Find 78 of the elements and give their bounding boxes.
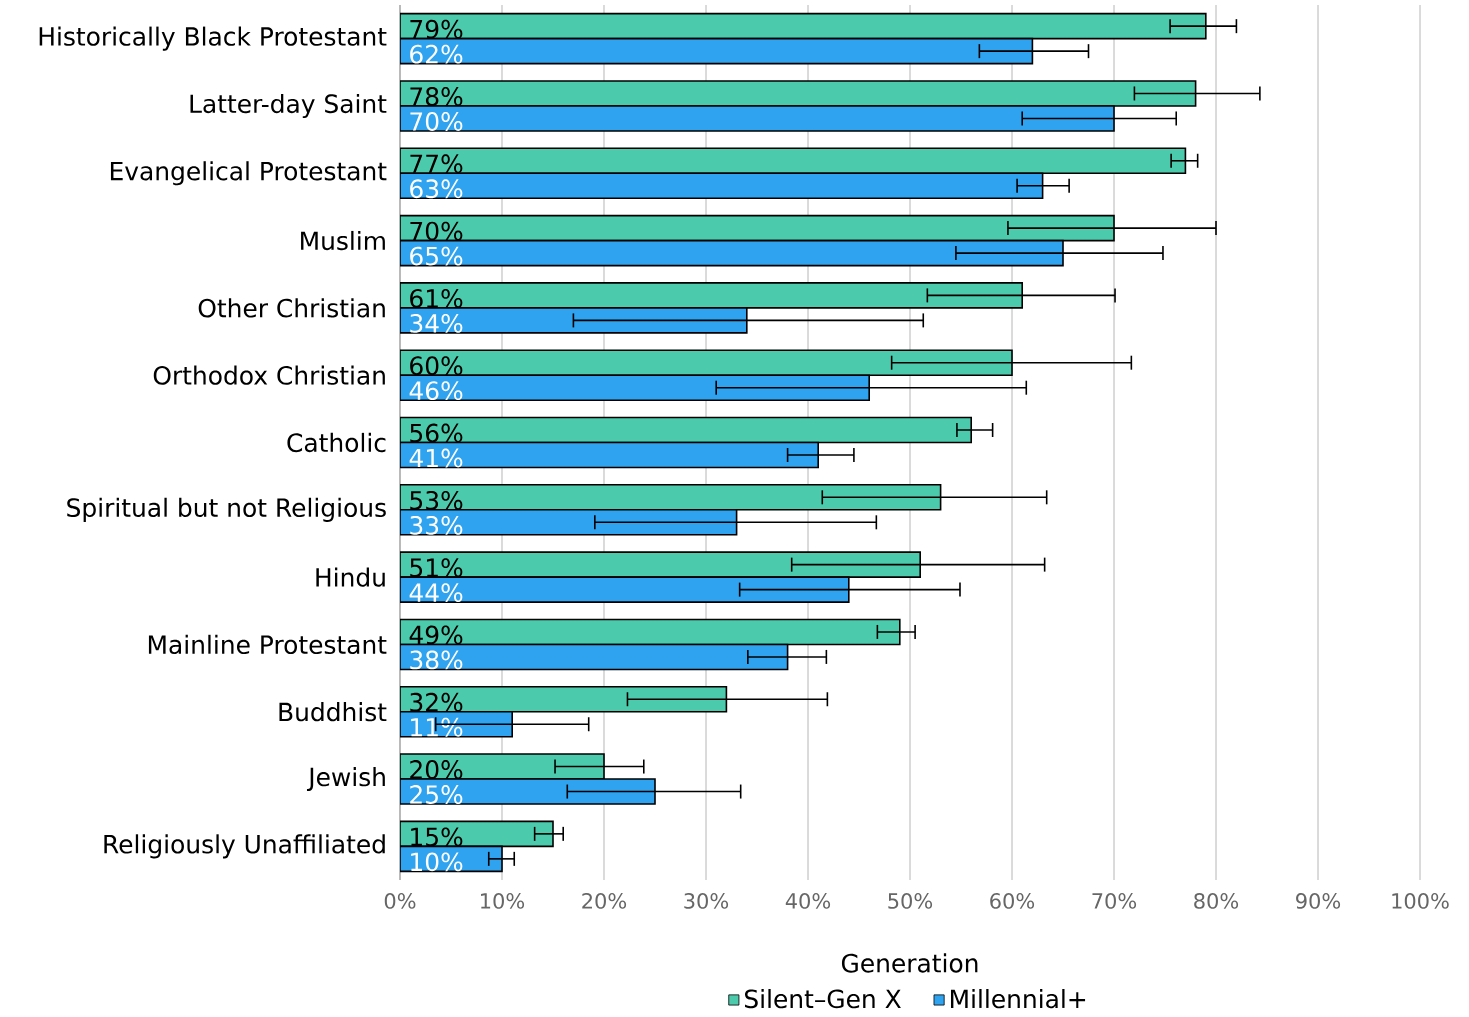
x-tick-label: 20% [582, 893, 627, 909]
data-label: 20% [410, 760, 463, 779]
data-label: 70% [410, 112, 463, 131]
bar [400, 239, 1064, 267]
data-label: 78% [410, 87, 463, 106]
bar [400, 618, 901, 646]
bar [400, 643, 789, 671]
bar [400, 551, 921, 578]
y-tick-label: Religiously Unaffiliated [104, 834, 385, 859]
data-label: 34% [410, 313, 463, 333]
x-tick-label: 50% [888, 893, 933, 909]
bar [400, 12, 1207, 40]
bar [400, 349, 1013, 376]
x-tick-label: 0% [384, 893, 416, 909]
data-label: 62% [410, 44, 463, 64]
y-tick-label: Jewish [306, 767, 385, 792]
bar [400, 105, 1115, 132]
bar [400, 147, 1187, 175]
bar [400, 845, 503, 873]
data-label: 53% [410, 490, 463, 510]
y-tick-label: Buddhist [279, 702, 387, 722]
data-label: 10% [411, 852, 463, 872]
x-tick-label: 40% [785, 893, 831, 909]
bar [400, 374, 870, 401]
legend-label: Silent–Gen X [744, 989, 901, 1009]
data-label: 56% [410, 423, 463, 443]
data-label: 49% [409, 625, 463, 645]
data-label: 46% [409, 381, 463, 401]
bar [400, 820, 554, 848]
bar [400, 416, 973, 444]
data-label: 70% [410, 221, 463, 241]
bar [400, 710, 513, 738]
y-tick-label: Orthodox Christian [153, 365, 385, 385]
legend-title: Generation [841, 953, 978, 973]
bar [400, 441, 819, 469]
data-label: 79% [410, 19, 463, 39]
x-tick-label: 80% [1194, 893, 1239, 909]
data-label: 38% [410, 650, 463, 670]
bar [400, 80, 1197, 107]
bar [400, 778, 656, 805]
data-label: 11% [411, 717, 463, 737]
x-tick-label: 30% [684, 893, 729, 909]
data-label: 77% [410, 154, 463, 174]
x-tick-label: 10% [481, 893, 525, 909]
y-tick-label: Evangelical Protestant [110, 161, 387, 186]
data-label: 41% [409, 448, 463, 468]
bar [400, 282, 1024, 309]
bar [400, 753, 605, 780]
legend-label: Millennial+ [951, 989, 1086, 1009]
data-label: 44% [409, 583, 463, 603]
bar [400, 307, 748, 334]
bar [400, 214, 1115, 242]
bar [400, 172, 1044, 200]
x-tick-label: 100% [1392, 893, 1449, 909]
y-tick-label: Historically Black Protestant [39, 26, 387, 51]
y-tick-label: Spiritual but not Religious [67, 497, 386, 522]
bar [400, 509, 738, 536]
data-label: 60% [410, 356, 463, 376]
y-tick-label: Latter-day Saint [190, 93, 387, 119]
data-label: 63% [410, 179, 463, 199]
x-tick-label: 60% [990, 893, 1035, 909]
y-tick-label: Other Christian [198, 298, 385, 318]
y-tick-label: Hindu [316, 567, 385, 587]
data-label: 32% [410, 692, 463, 712]
data-label: 65% [410, 246, 463, 266]
data-label: 15% [411, 827, 463, 847]
x-tick-label: 70% [1092, 893, 1137, 909]
bar [400, 484, 942, 511]
bar [400, 685, 728, 713]
data-label: 33% [410, 515, 463, 535]
data-label: 25% [410, 785, 463, 804]
bar [400, 576, 850, 603]
y-tick-label: Mainline Protestant [148, 634, 387, 655]
data-label: 51% [410, 558, 463, 578]
x-tick-label: 90% [1296, 893, 1341, 909]
y-tick-label: Muslim [301, 230, 385, 251]
bar [400, 37, 1034, 65]
y-tick-label: Catholic [287, 432, 386, 453]
